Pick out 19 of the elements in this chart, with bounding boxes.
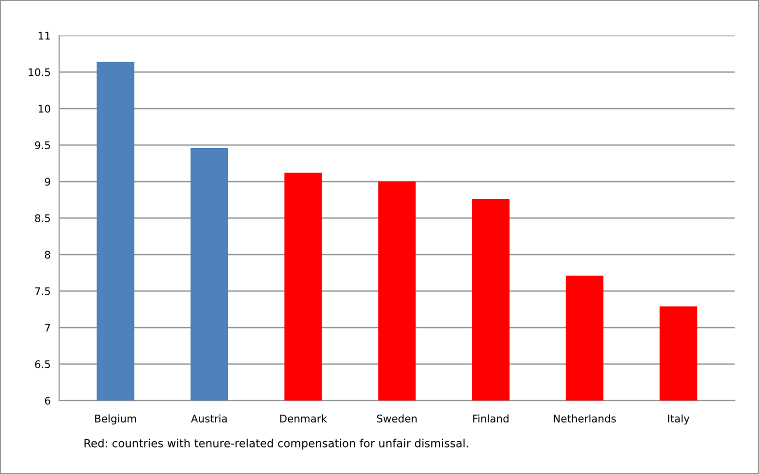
y-tick-label: 8.5 xyxy=(35,214,50,222)
y-tick-label: 8 xyxy=(44,250,50,259)
x-tick-label: Italy xyxy=(668,414,690,424)
y-tick-label: 10 xyxy=(38,104,50,113)
y-tick-label: 7 xyxy=(45,324,50,332)
y-tick-label: 6 xyxy=(44,396,50,405)
text: Red: countries with tenure-related compensation for unfair dismissal. xyxy=(84,438,468,450)
x-tick-label: Belgium xyxy=(95,414,136,424)
y-tick-label: 10.5 xyxy=(28,68,50,76)
x-tick-label: Denmark xyxy=(280,414,328,422)
x-tick-label: Finland xyxy=(473,414,508,422)
y-tick-label: 9.5 xyxy=(34,141,50,150)
y-tick-label: 6.5 xyxy=(35,360,50,368)
x-tick-label: Netherlands xyxy=(554,414,616,422)
x-tick-label: Austria xyxy=(191,414,227,422)
y-tick-label: 9 xyxy=(44,178,50,186)
y-tick-label: 7.5 xyxy=(35,287,50,296)
y-tick-label: 11 xyxy=(38,32,50,40)
x-tick-label: Sweden xyxy=(377,414,417,422)
